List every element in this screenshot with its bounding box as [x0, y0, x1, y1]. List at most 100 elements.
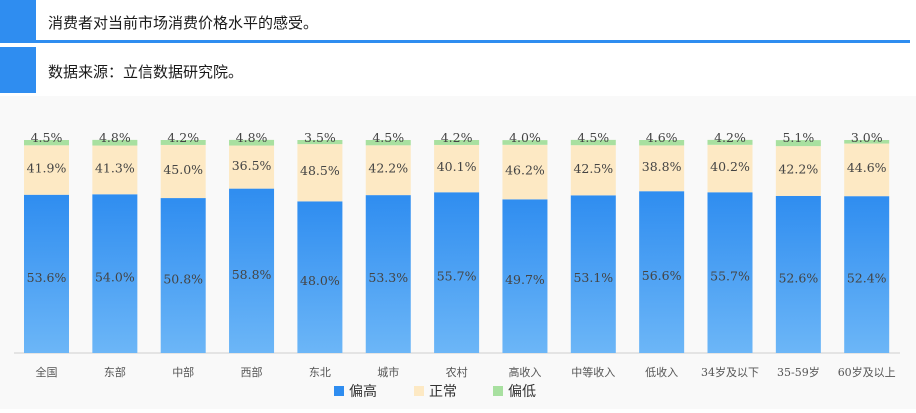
data-label: 4.8% — [236, 130, 268, 145]
data-label: 40.1% — [437, 159, 477, 174]
bar-high — [639, 191, 685, 353]
bar-high — [160, 198, 206, 353]
legend-label: 偏低 — [508, 384, 536, 400]
data-label: 55.7% — [437, 269, 477, 284]
x-tick-label: 高收入 — [508, 365, 541, 379]
bar-normal — [570, 145, 616, 196]
data-label: 3.0% — [851, 130, 883, 145]
data-label: 45.0% — [163, 162, 203, 177]
x-tick-label: 全国 — [36, 365, 58, 379]
bar-low — [297, 140, 343, 145]
bar-high — [365, 195, 411, 353]
bar-low — [434, 140, 480, 145]
bar-low — [92, 139, 138, 146]
data-label: 48.5% — [300, 163, 340, 178]
data-label: 4.5% — [577, 130, 609, 145]
data-label: 52.4% — [847, 271, 887, 286]
bar-normal — [844, 143, 890, 197]
legend-label: 正常 — [429, 384, 457, 400]
source-header: 数据来源：立信数据研究院。 — [0, 47, 916, 93]
data-label: 58.8% — [232, 267, 272, 282]
bar-normal — [639, 145, 685, 192]
bar-high — [434, 192, 480, 353]
data-label: 5.1% — [782, 130, 814, 145]
x-tick-label: 西部 — [241, 365, 263, 379]
x-tick-label: 城市 — [377, 365, 399, 379]
x-tick-label: 34岁及以下 — [701, 365, 759, 379]
data-label: 3.5% — [304, 130, 336, 145]
bar-normal — [24, 145, 69, 195]
data-label: 44.6% — [847, 160, 887, 175]
bar-high — [844, 196, 890, 353]
chart-title: 消费者对当前市场消费价格水平的感受。 — [48, 14, 319, 32]
title-accent-bar — [0, 0, 36, 43]
data-label: 42.2% — [368, 161, 408, 176]
bar-high — [297, 201, 343, 353]
bar-high — [92, 194, 138, 353]
bar-normal — [365, 145, 411, 196]
stacked-bar-chart: 53.6% 41.9% 4.5% 54.0% 41.3% 4.8% 50.8% 45.0% 4.… — [14, 130, 900, 400]
bar-low — [639, 140, 685, 146]
bar-low — [570, 139, 616, 146]
bar-high — [775, 195, 821, 353]
data-label: 4.6% — [646, 130, 678, 145]
bar-low — [229, 139, 275, 146]
bar-high — [502, 199, 548, 353]
legend-label: 偏高 — [349, 383, 377, 400]
data-label: 54.0% — [95, 270, 135, 285]
chart-area: 53.6% 41.9% 4.5% 54.0% 41.3% 4.8% 50.8% 45.0% 4.… — [0, 96, 916, 409]
data-label: 4.8% — [99, 130, 131, 145]
bar-low — [502, 140, 548, 145]
data-label: 41.9% — [27, 161, 67, 176]
data-label: 4.2% — [714, 130, 746, 145]
bar-high — [707, 192, 753, 353]
bar-normal — [707, 144, 753, 193]
source-accent-bar — [0, 47, 36, 93]
bar-high — [229, 188, 275, 353]
data-label: 56.6% — [642, 268, 682, 283]
data-label: 41.3% — [95, 160, 135, 175]
data-label: 38.8% — [642, 159, 682, 174]
data-label: 40.2% — [710, 159, 750, 174]
bar-low — [707, 139, 753, 145]
x-tick-label: 中等收入 — [571, 365, 615, 379]
data-label: 50.8% — [163, 272, 203, 287]
legend-swatch — [414, 386, 424, 396]
data-label: 36.5% — [232, 158, 272, 173]
title-divider — [36, 40, 910, 43]
data-label: 49.7% — [505, 272, 545, 287]
x-tick-label: 东部 — [104, 365, 126, 379]
data-label: 53.3% — [368, 270, 408, 285]
data-label: 42.5% — [573, 161, 613, 176]
bar-normal — [775, 146, 821, 196]
data-label: 48.0% — [300, 273, 340, 288]
legend-swatch — [334, 386, 344, 396]
data-label: 46.2% — [505, 162, 545, 177]
data-label: 52.6% — [778, 270, 818, 285]
data-label: 53.6% — [27, 270, 67, 285]
bar-low — [365, 140, 411, 146]
data-label: 42.2% — [778, 162, 818, 177]
bar-high — [570, 195, 616, 353]
data-label: 4.5% — [372, 130, 404, 145]
x-tick-label: 35-59岁 — [777, 365, 820, 379]
x-tick-label: 农村 — [446, 365, 468, 379]
data-label: 4.5% — [31, 130, 63, 145]
bar-high — [24, 194, 69, 353]
bar-normal — [229, 145, 275, 189]
bar-normal — [160, 144, 206, 199]
bar-low — [160, 140, 206, 145]
data-label: 4.2% — [441, 130, 473, 145]
data-label: 4.2% — [167, 130, 199, 145]
data-label: 53.1% — [573, 270, 613, 285]
data-label: 4.0% — [509, 130, 541, 145]
bar-normal — [92, 145, 138, 195]
legend-swatch — [493, 386, 503, 396]
title-header: 消费者对当前市场消费价格水平的感受。 — [0, 0, 916, 43]
x-tick-label: 60岁及以上 — [838, 365, 896, 379]
bar-normal — [502, 144, 548, 200]
bar-low — [844, 140, 890, 144]
bar-normal — [297, 144, 343, 202]
x-tick-label: 低收入 — [645, 365, 678, 379]
data-source: 数据来源：立信数据研究院。 — [48, 63, 244, 81]
